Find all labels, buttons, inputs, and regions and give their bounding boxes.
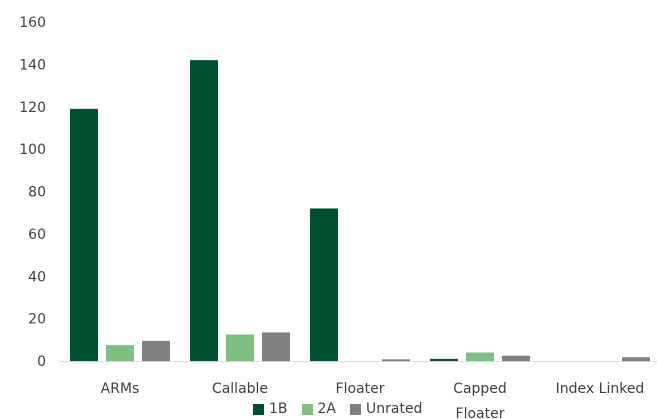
bar-2a-0 (106, 345, 134, 361)
y-tick-label: 60 (28, 227, 46, 243)
legend-label-unrated: Unrated (366, 401, 423, 417)
legend-swatch-1b (253, 403, 264, 415)
y-tick-label: 100 (19, 142, 46, 158)
bar-1b-0 (70, 108, 98, 362)
y-tick-label: 140 (19, 57, 46, 73)
x-category-label: ARMs (101, 381, 140, 397)
bar-1b-2 (310, 208, 338, 361)
bar-unrated-3 (502, 355, 530, 361)
y-tick-label: 0 (37, 354, 46, 370)
legend-item-unrated: Unrated (350, 401, 422, 417)
x-axis-labels: ARMs Callable Floater Capped Floater Index Li… (101, 381, 645, 419)
y-tick-label: 40 (28, 269, 46, 285)
bar-2a-3 (466, 352, 494, 361)
y-axis-ticks: 0 20 40 60 80 100 120 140 160 (19, 15, 46, 370)
legend-swatch-2a (301, 403, 313, 415)
y-tick-label: 160 (19, 15, 46, 31)
bar-unrated-1 (262, 332, 290, 361)
legend-swatch-unrated (350, 403, 361, 415)
x-category-label: Capped (453, 381, 507, 397)
bar-1b-3 (430, 358, 458, 361)
bar-2a-1 (226, 334, 254, 361)
x-category-label: Floater (336, 381, 385, 397)
bar-unrated-4 (622, 357, 650, 361)
bar-unrated-2 (382, 359, 410, 361)
bar-unrated-0 (142, 340, 170, 361)
bar-1b-1 (190, 60, 218, 361)
legend-item-2a: 2A (301, 401, 336, 417)
y-tick-label: 120 (19, 100, 46, 116)
legend: 1B 2A Unrated (253, 399, 422, 419)
bars (70, 60, 650, 362)
x-category-label: Floater (456, 406, 505, 419)
x-category-label: Index Linked (556, 381, 645, 397)
legend-label-2a: 2A (317, 401, 336, 417)
legend-item-1b: 1B (253, 401, 288, 417)
y-tick-label: 20 (28, 312, 46, 328)
y-tick-label: 80 (28, 185, 46, 201)
legend-label-1b: 1B (269, 401, 288, 417)
x-category-label: Callable (212, 381, 268, 397)
